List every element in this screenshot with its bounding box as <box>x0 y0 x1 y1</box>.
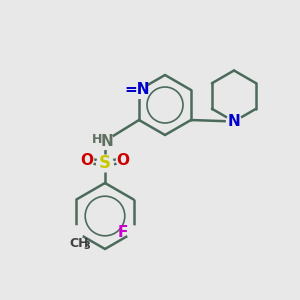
Text: S: S <box>99 154 111 172</box>
Text: N: N <box>228 114 240 129</box>
Text: H: H <box>92 133 102 146</box>
Text: F: F <box>118 225 128 240</box>
Text: CH: CH <box>70 237 89 250</box>
Circle shape <box>226 114 242 129</box>
Circle shape <box>130 82 147 98</box>
Circle shape <box>80 154 94 167</box>
Text: 3: 3 <box>83 241 90 251</box>
Circle shape <box>116 154 130 167</box>
Text: =N: =N <box>125 82 150 98</box>
Text: O: O <box>116 153 130 168</box>
Circle shape <box>97 133 113 149</box>
Circle shape <box>97 155 113 172</box>
Circle shape <box>127 226 140 239</box>
Circle shape <box>70 226 83 239</box>
Text: O: O <box>80 153 94 168</box>
Text: N: N <box>101 134 114 148</box>
